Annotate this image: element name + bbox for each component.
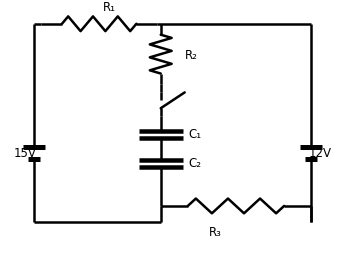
Text: 15V: 15V [14, 147, 37, 160]
Text: C₂: C₂ [188, 157, 201, 170]
Text: R₂: R₂ [185, 49, 198, 62]
Text: 12V: 12V [309, 147, 332, 160]
Text: R₃: R₃ [209, 226, 222, 239]
Text: C₁: C₁ [188, 128, 201, 141]
Text: R₁: R₁ [103, 1, 116, 15]
